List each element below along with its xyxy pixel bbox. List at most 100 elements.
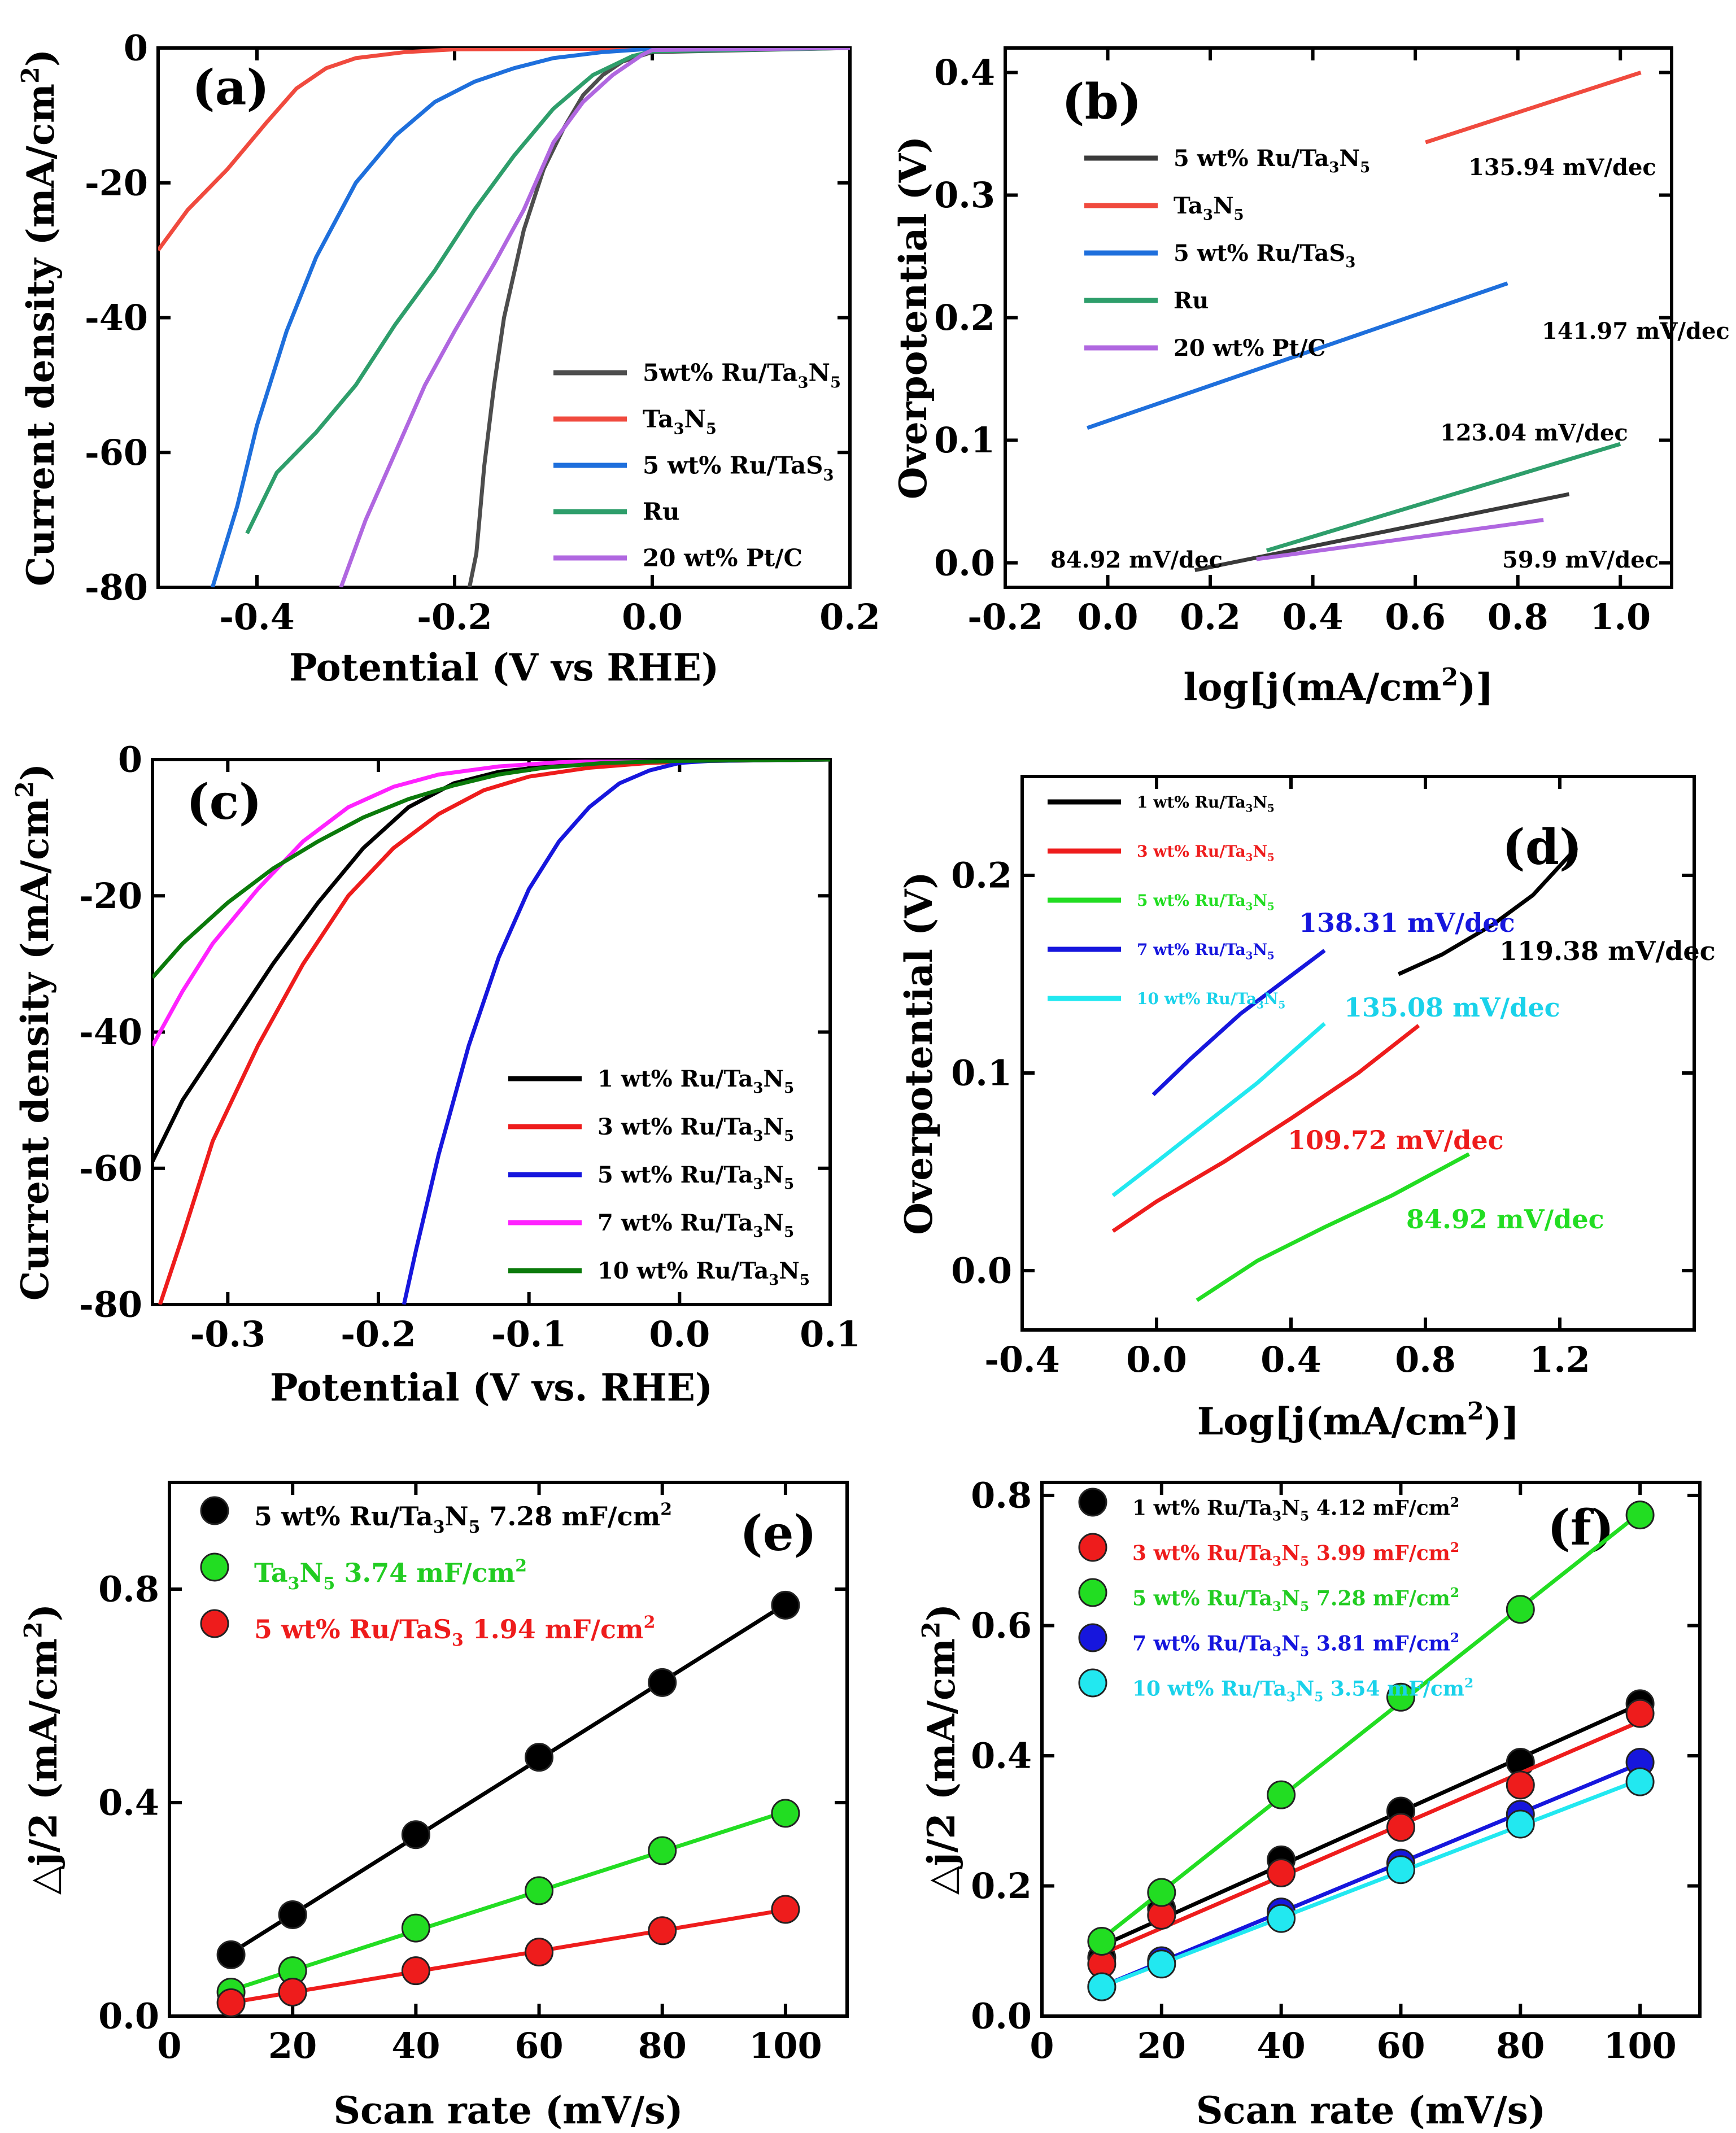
x-tick-label: 80	[1496, 2025, 1545, 2066]
data-point	[1625, 1699, 1655, 1728]
y-tick-label: 0.2	[951, 855, 1012, 896]
x-tick-label: 0.8	[1395, 1339, 1456, 1380]
x-tick-label: 20	[268, 2025, 317, 2066]
y-tick-label: -40	[85, 297, 148, 338]
series-line	[1111, 1022, 1326, 1197]
data-point	[1087, 1972, 1116, 2001]
data-point	[771, 1590, 800, 1620]
data-point	[401, 1956, 430, 1986]
x-tick-label: -0.4	[219, 596, 295, 638]
chart-panel-d: -0.4 0.0 0.4 0.8 1.2 0.0 0.1 0.2 Log[j(mA/cm2)] O…	[897, 775, 1716, 1443]
legend-label: 20 wt% Pt/C	[643, 544, 802, 572]
data-point	[278, 1977, 307, 2006]
tafel-slope-label: 109.72 mV/dec	[1288, 1125, 1504, 1155]
series-line	[152, 760, 830, 1047]
y-tick-label: 0.1	[934, 420, 995, 461]
y-tick-label: -60	[79, 1148, 142, 1189]
panel-label: (d)	[1502, 819, 1582, 876]
data-point	[525, 1938, 554, 1967]
legend-label: Ta3N5	[643, 405, 717, 438]
data-point	[1625, 1500, 1655, 1530]
x-tick-label: -0.2	[417, 596, 492, 638]
panel-label: (c)	[186, 774, 262, 831]
series-line	[210, 48, 850, 587]
y-tick-label: 0.0	[98, 1996, 159, 2037]
data-point	[1147, 1949, 1176, 1979]
y-tick-label: 0	[118, 739, 142, 780]
data-point	[401, 1820, 430, 1850]
chart-panel-e: 0 20 40 60 80 100 0.0 0.4 0.8 Scan rate (mV/s) △j/…	[20, 1481, 849, 2132]
fit-line	[1101, 1720, 1641, 1956]
x-tick-label: -0.3	[190, 1314, 266, 1355]
legend: 5wt% Ru/Ta3N5 Ta3N5 5 wt% Ru/TaS3 Ru 20 wt% …	[553, 359, 841, 572]
fit-line	[1101, 1778, 1641, 1988]
x-tick-label: 100	[1603, 2025, 1676, 2066]
legend-label: 1 wt% Ru/Ta3N5	[1137, 793, 1275, 815]
series-line	[1087, 281, 1508, 430]
legend-label: 5 wt% Ru/Ta3N5 7.28 mF/cm2	[254, 1500, 672, 1537]
fit-line	[230, 1602, 787, 1955]
x-tick-label: 0.2	[1180, 596, 1241, 638]
y-tick-label: -60	[85, 432, 148, 473]
x-axis-label: Potential (V vs RHE)	[289, 645, 719, 690]
plot-frame	[1040, 1481, 1702, 2018]
y-axis-label: Current density (mA/cm2)	[17, 49, 63, 586]
x-tick-label: 0.8	[1488, 596, 1549, 638]
data-point	[1087, 1926, 1116, 1956]
x-tick-label: 0.6	[1385, 596, 1446, 638]
x-tick-label: 20	[1137, 2025, 1186, 2066]
y-axis-label: Overpotential (V)	[891, 136, 935, 499]
legend-marker	[1078, 1578, 1107, 1607]
legend-marker	[200, 1609, 229, 1638]
data-point	[401, 1913, 430, 1943]
series-line	[1425, 71, 1642, 145]
x-tick-label: 0	[157, 2025, 181, 2066]
x-tick-label: 1.2	[1529, 1339, 1590, 1380]
data-point	[525, 1876, 554, 1905]
x-tick-label: 1.0	[1590, 596, 1651, 638]
fit-line	[230, 1809, 786, 1992]
y-axis-label: △j/2 (mA/cm2)	[20, 1604, 66, 1895]
legend-label: 5 wt% Ru/Ta3N5	[1137, 891, 1275, 913]
legend: 5 wt% Ru/Ta3N5 7.28 mF/cm2 Ta3N5 3.74 mF/…	[200, 1496, 672, 1650]
series-line	[1196, 1152, 1470, 1302]
legend-marker	[1078, 1488, 1107, 1517]
legend-label: 3 wt% Ru/Ta3N5	[597, 1114, 794, 1145]
fit-line	[1101, 1761, 1641, 1988]
chart-panel-c: -0.3 -0.2 -0.1 0.0 0.1 0 -20 -40 -60 -80 Potential…	[11, 739, 861, 1410]
y-axis-label: Overpotential (V)	[897, 871, 941, 1235]
x-tick-label: 0.0	[649, 1314, 710, 1355]
data-point	[1267, 1904, 1296, 1933]
legend-marker	[200, 1552, 229, 1582]
series-line	[152, 760, 830, 979]
series-line	[158, 48, 850, 252]
x-tick-label: 0.0	[1078, 596, 1139, 638]
panel-label: (a)	[192, 59, 269, 116]
legend-marker	[1078, 1623, 1107, 1652]
chart-panel-f: 0 20 40 60 80 100 0.0 0.2 0.4 0.6 0.8 Scan rate (mV…	[918, 1475, 1702, 2132]
legend: 1 wt% Ru/Ta3N5 3 wt% Ru/Ta3N5 5 wt% Ru/Ta3…	[508, 1066, 810, 1289]
y-tick-label: 0.6	[971, 1605, 1032, 1646]
x-tick-label: 0.4	[1283, 596, 1344, 638]
legend-label: 5 wt% Ru/Ta3N5 7.28 mF/cm2	[1132, 1585, 1459, 1614]
y-tick-label: 0.2	[971, 1865, 1032, 1907]
tafel-slope-label: 59.9 mV/dec	[1502, 547, 1659, 573]
x-axis-label: Log[j(mA/cm2)]	[1197, 1398, 1519, 1443]
data-point	[1267, 1780, 1296, 1809]
data-point	[1386, 1813, 1415, 1842]
legend-label: Ru	[1174, 287, 1209, 314]
legend-label: 7 wt% Ru/Ta3N5	[597, 1210, 794, 1241]
x-tick-label: 0	[1030, 2025, 1054, 2066]
legend-label: 5 wt% Ru/Ta3N5	[597, 1162, 794, 1193]
tafel-slope-label: 84.92 mV/dec	[1406, 1204, 1604, 1235]
data-point	[216, 1988, 246, 2017]
data-point	[648, 1836, 677, 1865]
data-point	[1625, 1767, 1655, 1796]
data-point	[648, 1668, 677, 1697]
data-point	[1506, 1770, 1535, 1800]
x-tick-label: 0.0	[1126, 1339, 1187, 1380]
y-tick-label: -40	[79, 1011, 142, 1053]
x-tick-label: 60	[1376, 2025, 1425, 2066]
series-line	[1256, 518, 1544, 561]
panel-label: (e)	[740, 1505, 817, 1562]
